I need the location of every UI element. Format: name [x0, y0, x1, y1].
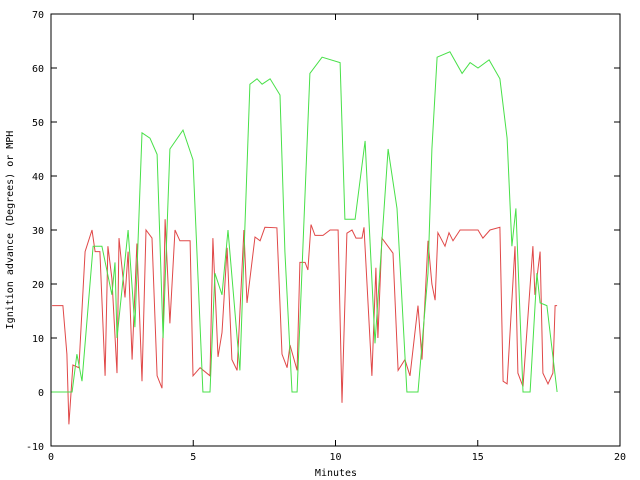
- y-tick-label: 30: [32, 226, 44, 237]
- mph-line: [51, 51, 558, 393]
- x-axis-label: Minutes: [315, 468, 357, 479]
- plot-border: [50, 13, 621, 447]
- y-tick-label: 40: [32, 172, 44, 183]
- y-tick-label: 70: [32, 10, 44, 21]
- x-tick-label: 0: [48, 452, 54, 463]
- series-lines: [51, 51, 558, 425]
- x-tick-label: 15: [472, 452, 484, 463]
- y-tick-label: 0: [38, 388, 44, 399]
- y-tick-label: 20: [32, 280, 44, 291]
- x-tick-label: 10: [329, 452, 341, 463]
- y-tick-label: -10: [26, 442, 44, 453]
- y-tick-label: 50: [32, 118, 44, 129]
- ignition-advance-line: [52, 219, 558, 425]
- y-tick-label: 60: [32, 64, 44, 75]
- x-tick-label: 20: [614, 452, 626, 463]
- y-tick-label: 10: [32, 334, 44, 345]
- y-axis-label: Ignition advance (Degrees) or MPH: [5, 131, 16, 330]
- x-tick-label: 5: [190, 452, 196, 463]
